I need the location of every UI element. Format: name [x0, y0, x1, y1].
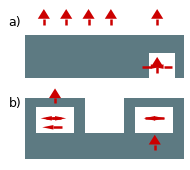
Text: b): b) [9, 97, 21, 110]
Bar [25, 103, 36, 133]
Polygon shape [149, 135, 161, 144]
Bar [140, 35, 184, 53]
Polygon shape [151, 57, 163, 67]
Polygon shape [42, 125, 53, 130]
Bar [124, 103, 135, 133]
Polygon shape [60, 9, 72, 19]
Polygon shape [41, 116, 52, 121]
Bar [25, 98, 85, 107]
Bar [25, 35, 140, 78]
Polygon shape [144, 116, 155, 121]
Bar [140, 53, 149, 78]
Bar [175, 53, 184, 78]
Polygon shape [151, 64, 162, 69]
Bar [173, 103, 184, 133]
Polygon shape [154, 116, 165, 121]
Polygon shape [151, 9, 163, 19]
Bar [25, 133, 184, 159]
Polygon shape [82, 9, 95, 19]
Bar [74, 103, 85, 133]
Polygon shape [55, 116, 66, 121]
Polygon shape [38, 9, 50, 19]
Polygon shape [105, 9, 117, 19]
Polygon shape [49, 88, 61, 98]
Text: a): a) [9, 16, 21, 29]
Polygon shape [152, 64, 164, 69]
Bar [124, 98, 184, 107]
